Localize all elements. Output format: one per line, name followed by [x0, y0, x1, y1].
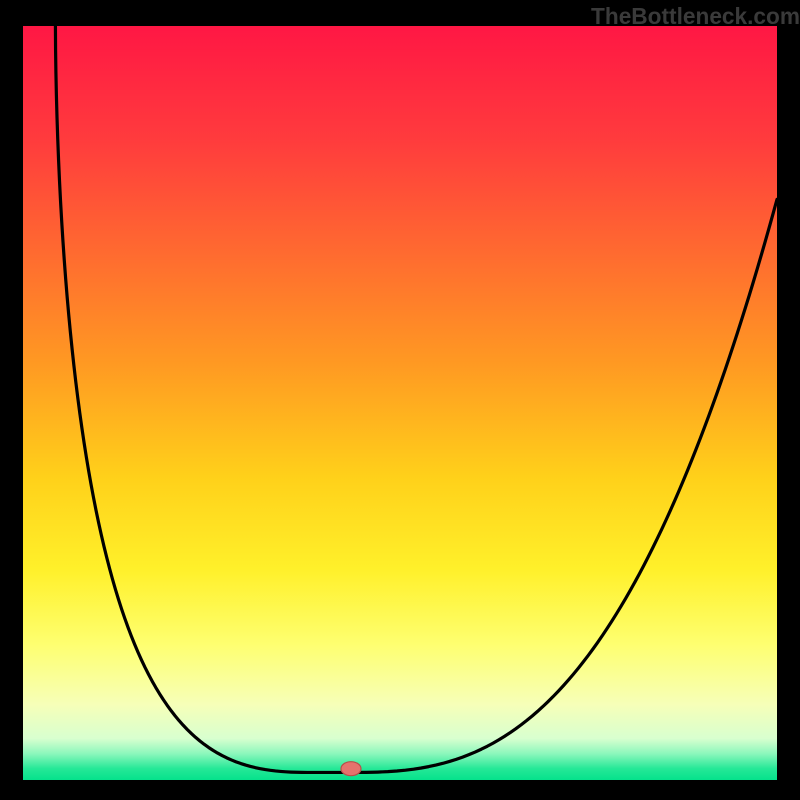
- chart-stage: TheBottleneck.com: [0, 0, 800, 800]
- optimal-point-marker: [341, 762, 361, 776]
- gradient-background: [23, 26, 777, 780]
- bottleneck-chart: [0, 0, 800, 800]
